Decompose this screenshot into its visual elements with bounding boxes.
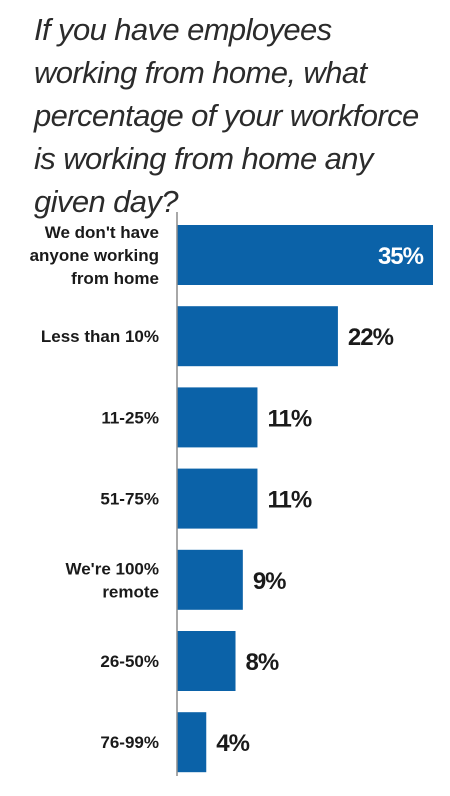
data-label: 8% [246,649,279,676]
chart-title: If you have employees working from home,… [34,12,419,219]
data-label: 11% [267,405,311,432]
category-label-line: remote [102,582,159,601]
bar [177,225,433,285]
category-label: 76-99% [100,733,159,752]
bar [177,631,236,691]
category-label: 26-50% [100,652,159,671]
category-label-line: 51-75% [100,490,159,509]
bar [177,549,243,610]
category-label: We're 100% remote [65,559,159,601]
bars-layer [177,225,433,773]
category-label: Less than 10% [41,327,159,346]
data-label: 22% [348,324,394,351]
category-label-line: anyone working [30,246,159,265]
category-label-line: Less than 10% [41,327,159,346]
data-label: 35% [378,243,424,270]
category-label: We don't have anyone working from home [30,223,159,288]
category-label: 11-25% [101,408,159,427]
category-label-line: 11-25% [101,408,159,427]
bar [177,712,207,773]
bar [177,387,258,448]
category-label-line: We don't have [45,223,159,242]
category-label-line: We're 100% [65,559,159,578]
category-label-line: 76-99% [100,733,159,752]
labels-layer: 35% We don't have anyone working from home 2… [30,223,425,757]
data-label: 11% [267,487,311,514]
category-label: 51-75% [100,490,159,509]
bar [177,306,338,367]
category-label-line: 26-50% [100,652,159,671]
category-label-line: from home [71,269,159,288]
data-label: 9% [253,568,286,595]
bar [177,468,258,529]
data-label: 4% [216,730,249,757]
